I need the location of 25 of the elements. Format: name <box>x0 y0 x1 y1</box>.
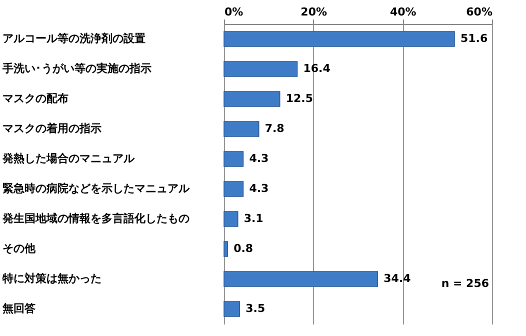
x-tick-label: 60% <box>466 6 492 18</box>
data-label: 3.1 <box>244 212 264 225</box>
y-tick-label: 緊急時の病院などを示したマニュアル <box>2 182 190 195</box>
y-tick-label: 無回答 <box>2 302 36 315</box>
data-label: 34.4 <box>384 272 412 285</box>
y-tick-label: アルコール等の洗浄剤の設置 <box>2 32 146 45</box>
data-label: 4.3 <box>249 182 269 195</box>
y-tick-label: 特に対策は無かった <box>2 272 102 285</box>
data-label: 51.6 <box>460 32 488 45</box>
y-tick-label: 発生国地域の情報を多言語化したもの <box>2 212 190 225</box>
y-tick-label: 発熱した場合のマニュアル <box>2 152 136 165</box>
data-label: 0.8 <box>234 242 254 255</box>
x-tick-label: 0% <box>224 6 244 18</box>
y-tick-label: その他 <box>2 242 36 255</box>
y-tick-label: 手洗い･うがい等の実施の指示 <box>2 62 152 75</box>
data-label: 4.3 <box>249 152 269 165</box>
data-label: 3.5 <box>246 302 266 315</box>
data-label: 7.8 <box>264 122 284 135</box>
data-label: 16.4 <box>303 62 331 75</box>
x-tick-label: 20% <box>300 6 328 18</box>
data-label: 12.5 <box>286 92 313 105</box>
annotation: n = 256 <box>441 277 490 290</box>
x-tick-label: 40% <box>390 6 416 18</box>
y-tick-label: マスクの着用の指示 <box>2 122 102 135</box>
y-tick-label: マスクの配布 <box>2 92 68 105</box>
